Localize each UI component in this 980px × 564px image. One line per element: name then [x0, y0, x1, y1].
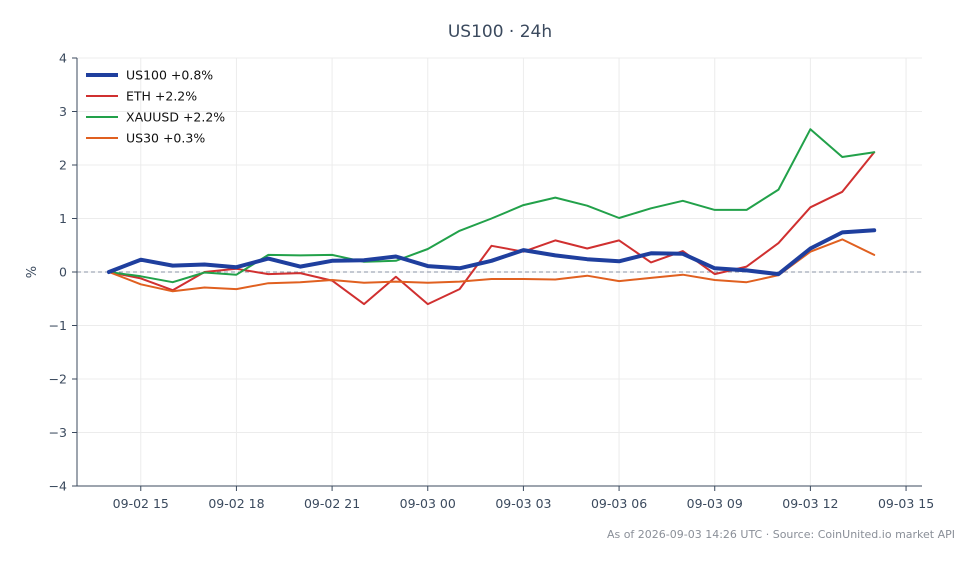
y-axis-label: %	[25, 266, 40, 278]
x-tick-label: 09-03 12	[782, 496, 838, 511]
y-tick-label: 2	[59, 158, 67, 173]
x-tick-label: 09-03 15	[878, 496, 934, 511]
series-line-1	[106, 228, 877, 277]
y-tick-label: 3	[59, 104, 67, 119]
y-ticks: −4 −3 −2 −1 0 1 2 3 4	[49, 51, 77, 494]
y-tick-label: 4	[59, 51, 67, 66]
y-tick-label: 1	[59, 211, 67, 226]
chart-title: US100 · 24h	[448, 22, 552, 42]
x-ticks: 09-02 15 09-02 18 09-02 21 09-03 00 09-03 03…	[113, 486, 934, 511]
series-line-4	[107, 238, 876, 293]
y-tick-label: −3	[49, 425, 67, 440]
x-tick-label: 09-02 21	[304, 496, 360, 511]
y-tick-label: −2	[49, 372, 67, 387]
x-tick-label: 09-03 00	[400, 496, 456, 511]
legend-label: XAUUSD +2.2%	[126, 110, 225, 125]
x-tick-label: 09-03 06	[591, 496, 647, 511]
series-line-2	[107, 151, 876, 306]
y-tick-label: −1	[49, 318, 67, 333]
y-tick-label: 0	[59, 265, 67, 280]
x-tick-label: 09-02 15	[113, 496, 169, 511]
y-tick-label: −4	[49, 479, 67, 494]
x-tick-label: 09-02 18	[208, 496, 264, 511]
x-tick-label: 09-03 09	[687, 496, 743, 511]
series-line-3	[107, 128, 876, 284]
source-footer: As of 2026-09-03 14:26 UTC · Source: Coi…	[607, 528, 955, 541]
legend-label: US30 +0.3%	[126, 131, 205, 146]
x-tick-label: 09-03 03	[495, 496, 551, 511]
legend-label: US100 +0.8%	[126, 68, 213, 83]
legend-label: ETH +2.2%	[126, 89, 197, 104]
series-lines	[106, 128, 877, 306]
legend: US100 +0.8% ETH +2.2% XAUUSD +2.2% US30 +0.…	[86, 68, 225, 146]
